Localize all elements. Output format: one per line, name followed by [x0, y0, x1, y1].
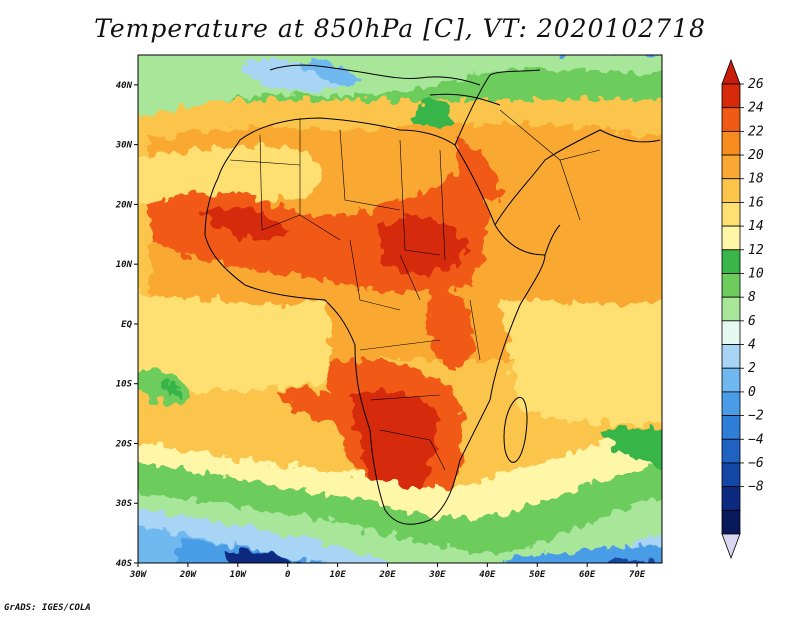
colorbar-label: 18 — [748, 172, 764, 187]
colorbar-swatch — [721, 367, 741, 393]
colorbar-swatch — [721, 320, 741, 345]
lon-tick-label: 60E — [579, 570, 596, 580]
colorbar-bottom-arrow — [721, 533, 741, 560]
coastline — [204, 64, 661, 525]
lat-tick-label: 20N — [115, 200, 133, 210]
colorbar-swatch — [721, 273, 741, 298]
colorbar-swatch — [721, 415, 741, 440]
map-frame — [137, 54, 663, 564]
colorbar-label: 4 — [748, 338, 756, 353]
colorbar-label: −8 — [748, 480, 764, 495]
lat-tick-label: 20S — [115, 439, 133, 449]
lon-tick-label: 70E — [629, 570, 646, 580]
grads-credit: GrADS: IGES/COLA — [4, 603, 91, 613]
colorbar-label: 10 — [748, 266, 764, 281]
lon-tick-label: 30E — [428, 570, 446, 580]
colorbar-label: 16 — [748, 195, 764, 210]
colorbar-swatch — [721, 154, 741, 180]
map-title: Temperature at 850hPa [C], VT: 202010271… — [94, 14, 706, 43]
colorbar-label: −6 — [748, 456, 764, 471]
lat-tick-label: 40N — [116, 81, 133, 91]
colorbar-label: 6 — [748, 314, 756, 329]
temperature-field — [138, 55, 662, 563]
lat-tick-label: 40S — [116, 559, 133, 569]
lon-tick-label: 50E — [529, 570, 546, 580]
lon-tick-label: 30W — [129, 570, 148, 580]
colorbar-label: 24 — [748, 101, 764, 116]
colorbar-top-arrow — [721, 58, 741, 85]
colorbar-label: 20 — [748, 148, 764, 163]
colorbar-swatch — [721, 83, 741, 109]
colorbar-label: −4 — [748, 432, 764, 447]
colorbar-label: 12 — [748, 243, 764, 258]
colorbar-swatch — [721, 462, 741, 488]
colorbar-swatch — [721, 391, 741, 416]
colorbar-swatch — [721, 178, 741, 203]
lon-tick-label: 10W — [230, 570, 248, 580]
lon-tick-label: 20W — [179, 570, 198, 580]
colorbar-swatch — [721, 509, 741, 535]
colorbar-swatch — [721, 130, 741, 156]
lat-tick-label: EQ — [121, 320, 132, 330]
lon-tick-label: 0 — [285, 570, 291, 580]
latitude-ticks: 40N 30N 20N 10N EQ 10S 20S 30S 40S — [115, 81, 138, 569]
lon-tick-label: 40E — [479, 570, 496, 580]
longitude-ticks: 30W 20W 10W 0 10E 20E 30E 40E 50E 60E 70E — [129, 563, 646, 580]
colorbar-swatch — [721, 486, 741, 511]
colorbar-swatch — [721, 296, 741, 322]
colorbar-label: 0 — [748, 385, 756, 400]
colorbar-swatch — [721, 249, 741, 274]
lon-tick-label: 20E — [378, 570, 396, 580]
colorbar-swatch — [721, 202, 741, 227]
lat-tick-label: 30S — [115, 499, 133, 509]
colorbar-label: 14 — [748, 219, 764, 234]
colorbar-swatch — [721, 225, 741, 251]
colorbar-label: −2 — [748, 409, 764, 424]
lon-tick-label: 10E — [329, 570, 346, 580]
colorbar-swatch — [721, 107, 741, 132]
colorbar-label: 8 — [748, 290, 756, 305]
lat-tick-label: 10S — [116, 380, 133, 390]
colorbar-label: 22 — [748, 124, 764, 139]
lat-tick-label: 10N — [116, 260, 133, 270]
country-borders — [229, 109, 601, 471]
colorbar-label: 2 — [748, 361, 756, 376]
colorbar-swatch — [721, 344, 741, 369]
colorbar-label: 26 — [748, 77, 764, 92]
colorbar-swatch — [721, 438, 741, 464]
lat-tick-label: 30N — [115, 141, 133, 151]
